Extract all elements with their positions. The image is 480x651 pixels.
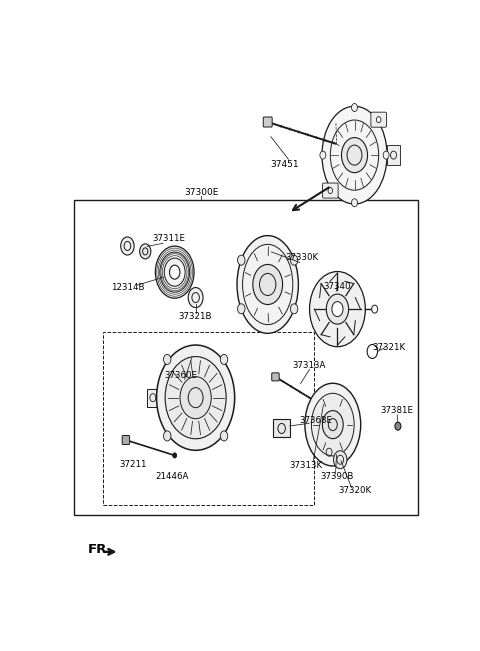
Ellipse shape (322, 106, 387, 204)
Text: 37340: 37340 (323, 281, 350, 290)
Text: 37451: 37451 (270, 160, 299, 169)
Circle shape (341, 137, 368, 173)
Circle shape (173, 453, 177, 458)
Text: 37311E: 37311E (152, 234, 185, 243)
FancyBboxPatch shape (323, 183, 338, 198)
Circle shape (334, 450, 347, 469)
Text: 37313A: 37313A (293, 361, 326, 370)
Circle shape (220, 354, 228, 365)
Text: 37320K: 37320K (338, 486, 371, 495)
Circle shape (326, 294, 348, 324)
Text: 37300E: 37300E (184, 187, 218, 197)
Bar (103, 332, 314, 505)
Text: 21446A: 21446A (156, 473, 189, 482)
Circle shape (238, 255, 245, 265)
FancyBboxPatch shape (122, 436, 130, 445)
Text: 37321K: 37321K (373, 343, 406, 352)
Text: 37321B: 37321B (179, 312, 212, 322)
Circle shape (164, 258, 185, 286)
Bar (147, 389, 158, 407)
Bar (387, 145, 400, 165)
Text: 12314B: 12314B (111, 283, 145, 292)
Circle shape (188, 288, 203, 307)
Circle shape (310, 271, 365, 347)
Circle shape (383, 151, 389, 159)
Text: 37390B: 37390B (321, 473, 354, 482)
Text: 37381E: 37381E (381, 406, 414, 415)
Circle shape (253, 264, 283, 305)
Circle shape (140, 244, 151, 259)
Circle shape (220, 431, 228, 441)
Circle shape (323, 411, 343, 439)
Ellipse shape (312, 393, 354, 456)
FancyBboxPatch shape (371, 112, 386, 127)
Circle shape (290, 304, 298, 314)
Circle shape (351, 104, 358, 111)
Bar (274, 419, 290, 437)
Text: 37368E: 37368E (299, 416, 332, 425)
Text: 37211: 37211 (120, 460, 147, 469)
Ellipse shape (237, 236, 299, 333)
Circle shape (332, 301, 343, 316)
Circle shape (156, 345, 235, 450)
Bar (74, 200, 418, 515)
Circle shape (320, 151, 326, 159)
Circle shape (351, 199, 358, 207)
Circle shape (238, 304, 245, 314)
Circle shape (372, 305, 378, 313)
Circle shape (376, 117, 381, 122)
Circle shape (165, 357, 226, 439)
FancyBboxPatch shape (272, 373, 279, 381)
Circle shape (290, 255, 298, 265)
Circle shape (156, 246, 194, 298)
Text: 37313K: 37313K (290, 461, 323, 470)
Text: 37330K: 37330K (285, 253, 318, 262)
Circle shape (395, 422, 401, 430)
Circle shape (164, 354, 171, 365)
Circle shape (121, 237, 134, 255)
Circle shape (164, 431, 171, 441)
Circle shape (328, 187, 333, 193)
Circle shape (169, 265, 180, 279)
Text: FR.: FR. (88, 543, 113, 556)
Text: 37360E: 37360E (164, 371, 197, 380)
Circle shape (160, 252, 190, 292)
Ellipse shape (305, 383, 360, 466)
Circle shape (180, 377, 211, 419)
FancyBboxPatch shape (263, 117, 272, 127)
